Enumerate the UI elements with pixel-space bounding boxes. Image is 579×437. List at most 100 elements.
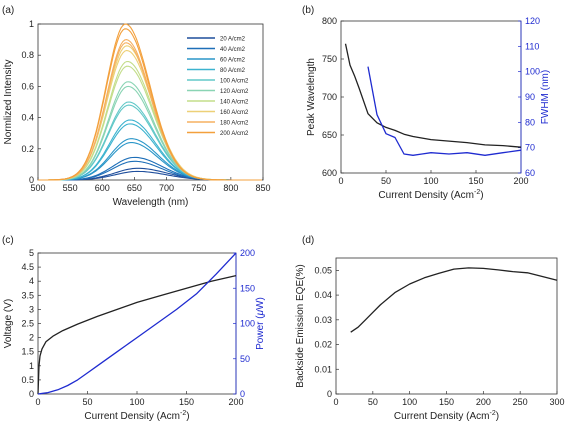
legend-label-text: 100 A/cm2 [220, 79, 249, 85]
y-tick-label: 750 [322, 54, 337, 64]
x-tick-label: 100 [402, 397, 417, 407]
x-axis-label: Current Density (Acm-2) [84, 410, 189, 422]
legend-label: 200 A/cm2 [220, 131, 249, 137]
panel-1: (a) 500 550 600 650 700 750 800 850 0 0.2 0.4 0.6 0.8… [2, 5, 271, 208]
series-line-3 [38, 138, 262, 181]
y-tick-label: 0.05 [314, 265, 332, 275]
x-tick-label: 850 [255, 183, 270, 193]
x-tick-label: 500 [30, 183, 45, 193]
x-tick-label: 150 [439, 397, 454, 407]
y-tick-label: 650 [322, 130, 337, 140]
y-right-axis-label-post: W) [255, 297, 266, 310]
plot-frame [37, 252, 237, 395]
x-axis-label-sup: -2 [490, 410, 496, 417]
x-tick-label: 100 [129, 397, 144, 407]
y-tick-label: 1.5 [21, 347, 34, 357]
x-tick-label: 100 [423, 176, 438, 186]
x-axis-label: Current Density (Acm-2) [378, 189, 483, 201]
series-line-2 [367, 66, 522, 156]
legend-label: 140 A/cm2 [220, 100, 249, 106]
series-line-2 [37, 252, 237, 395]
y-right-tick-label: 60 [525, 168, 535, 178]
y-tick-label: 1 [29, 361, 34, 371]
x-tick-label: 50 [82, 397, 92, 407]
x-axis-label-end: ) [186, 411, 189, 422]
legend-label: 180 A/cm2 [220, 121, 249, 127]
y-tick-label: 0.6 [21, 81, 34, 91]
y-axis-label: Peak Wavelength [306, 58, 317, 136]
series-line-1 [37, 274, 237, 395]
x-tick-label: 50 [368, 397, 378, 407]
x-axis-label-sup: -2 [474, 189, 480, 196]
plot-frame [340, 20, 522, 174]
x-tick-label: 700 [159, 183, 174, 193]
y-tick-label: 3 [29, 304, 34, 314]
x-axis-label: Wavelength (nm) [113, 197, 189, 208]
legend-label: 20 A/cm2 [220, 37, 246, 43]
legend-label-text: 180 A/cm2 [220, 121, 249, 127]
series-line-1 [350, 267, 558, 333]
y-right-axis-label-mu: μ [255, 309, 266, 316]
y-right-tick-label: 0 [240, 389, 245, 399]
x-tick-label: 0 [333, 397, 338, 407]
y-tick-label: 0 [29, 389, 34, 399]
x-tick-label: 200 [228, 397, 243, 407]
y-tick-label: 4.5 [21, 262, 34, 272]
y-right-tick-label: 150 [240, 283, 255, 293]
legend-label: 100 A/cm2 [220, 79, 249, 85]
y-tick-label: 2.5 [21, 319, 34, 329]
series-line-10 [38, 28, 262, 181]
y-right-axis-label-pre: Power ( [255, 315, 266, 350]
panel-letter: (d) [302, 235, 314, 246]
y-tick-label: 0 [29, 175, 34, 185]
y-right-tick-label: 50 [240, 354, 250, 364]
x-tick-label: 200 [513, 176, 528, 186]
x-tick-label: 0 [338, 176, 343, 186]
x-tick-label: 550 [63, 183, 78, 193]
y-axis-label: Normlized Intensity [3, 59, 14, 144]
x-tick-label: 600 [95, 183, 110, 193]
legend-label: 160 A/cm2 [220, 110, 249, 116]
legend-label-text: 140 A/cm2 [220, 100, 249, 106]
y-right-tick-label: 120 [525, 16, 540, 26]
x-tick-label: 150 [179, 397, 194, 407]
y-axis-label: Voltage (V) [3, 299, 14, 348]
panel-letter: (b) [302, 5, 314, 16]
x-tick-label: 250 [513, 397, 528, 407]
y-tick-label: 5 [29, 248, 34, 258]
x-tick-label: 800 [223, 183, 238, 193]
y-tick-label: 0.5 [21, 375, 34, 385]
plot-frame [335, 257, 558, 395]
y-tick-label: 800 [322, 16, 337, 26]
x-axis-label-sup: -2 [180, 410, 186, 417]
plot-frame [37, 23, 264, 181]
x-axis-label-end: ) [496, 411, 499, 422]
panel-letter: (a) [2, 5, 14, 16]
legend-label-text: 200 A/cm2 [220, 131, 249, 137]
legend-label-text: 160 A/cm2 [220, 110, 249, 116]
y-right-tick-label: 90 [525, 92, 535, 102]
x-tick-label: 750 [191, 183, 206, 193]
y-tick-label: 0.8 [21, 50, 34, 60]
x-axis-label-text: Current Density (Acm [84, 411, 180, 422]
x-tick-label: 650 [127, 183, 142, 193]
legend-label-text: 20 A/cm2 [220, 37, 246, 43]
series-line-1 [344, 43, 522, 148]
x-tick-label: 0 [35, 397, 40, 407]
y-tick-label: 0.02 [314, 340, 332, 350]
x-tick-label: 200 [476, 397, 491, 407]
panel-4: (d) 0 50 100 150 200 250 300 0 0.01 0.02 0.03 0.04 0.… [295, 235, 565, 422]
y-tick-label: 3.5 [21, 290, 34, 300]
legend-label: 80 A/cm2 [220, 68, 246, 74]
x-axis-label: Current Density (Acm-2) [394, 410, 499, 422]
y-right-tick-label: 100 [240, 319, 255, 329]
y-tick-label: 2 [29, 333, 34, 343]
y-right-tick-label: 80 [525, 117, 535, 127]
x-axis-label-text: Current Density (Acm [378, 190, 474, 201]
panel-2: (b) 0 50 100 150 200 600 650 700 750 800 60 70 80 90 10… [302, 5, 551, 201]
y-right-axis-label-text: FWHM (nm) [540, 70, 551, 124]
legend-label-text: 40 A/cm2 [220, 47, 246, 53]
y-tick-label: 4 [29, 276, 34, 286]
legend-label: 40 A/cm2 [220, 47, 246, 53]
